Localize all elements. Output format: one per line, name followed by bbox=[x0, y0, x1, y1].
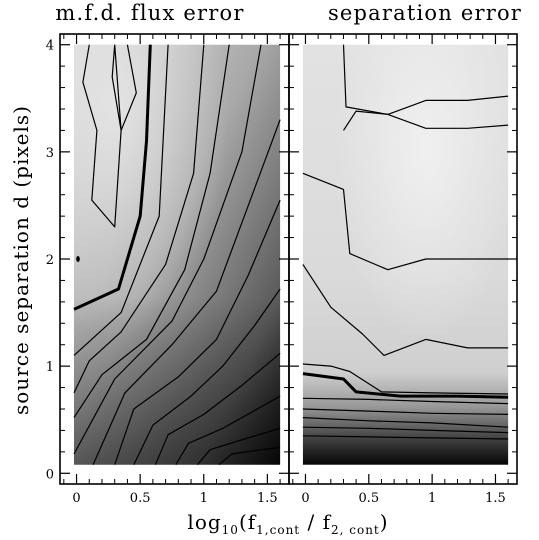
x-ticks-left: 0 0.5 1 1.5 bbox=[63, 34, 281, 506]
heatmap-separation-error bbox=[302, 44, 509, 465]
contour-13 bbox=[196, 427, 281, 466]
contour-8 bbox=[92, 119, 281, 465]
contour-3 bbox=[302, 172, 509, 271]
y-tick-label: 1 bbox=[46, 360, 54, 375]
x-ticks-right: 0 0.5 1 1.5 bbox=[292, 34, 509, 506]
x-label-sub2: 2, cont bbox=[331, 523, 380, 537]
y-ticks-left: 0 1 2 3 4 bbox=[46, 39, 289, 482]
contour-2 bbox=[111, 44, 122, 131]
y-ticks-right bbox=[289, 44, 517, 474]
contour-8 bbox=[302, 408, 509, 415]
contour-1 bbox=[342, 44, 509, 115]
contour-10 bbox=[133, 288, 281, 465]
contour-4 bbox=[302, 264, 509, 356]
x-label-open: (f bbox=[239, 510, 257, 534]
panel-mfd-flux-error: m.f.d. flux error 0 0.5 1 1.5 0 1 2 3 4 bbox=[46, 1, 290, 506]
x-tick-label: 0 bbox=[301, 491, 309, 506]
contour-1 bbox=[82, 44, 137, 228]
x-tick-label: 1.5 bbox=[257, 491, 278, 506]
contour-6 bbox=[73, 44, 230, 418]
contour-7 bbox=[73, 44, 262, 455]
x-label-log: log bbox=[187, 510, 221, 534]
x-tick-label: 0.5 bbox=[130, 491, 151, 506]
contour-9 bbox=[302, 417, 509, 428]
x-tick-label: 0 bbox=[72, 491, 80, 506]
contour-11 bbox=[302, 435, 509, 440]
contour-5 bbox=[73, 44, 205, 394]
y-tick-label: 4 bbox=[46, 39, 54, 54]
contour-7 bbox=[302, 397, 509, 405]
contour-11 bbox=[154, 352, 281, 465]
x-label-close: ) bbox=[380, 510, 389, 534]
x-tick-label: 1 bbox=[428, 491, 436, 506]
heatmap-dark-band bbox=[73, 44, 281, 465]
x-label-base: 10 bbox=[222, 523, 239, 537]
panel-separation-error: separation error 0 0.5 1 1.5 bbox=[288, 1, 522, 506]
contour-5 bbox=[302, 363, 509, 395]
y-axis-label: source separation d (pixels) bbox=[9, 105, 33, 415]
x-tick-label: 1 bbox=[200, 491, 208, 506]
contours-separation-error bbox=[302, 44, 509, 440]
contour-9 bbox=[114, 199, 281, 465]
y-tick-label: 0 bbox=[46, 467, 54, 482]
contour-bold-6 bbox=[302, 372, 509, 399]
x-tick-label: 1.5 bbox=[485, 491, 506, 506]
contour-14 bbox=[218, 447, 281, 466]
contours-mfd-flux-error bbox=[73, 44, 281, 466]
contour-12 bbox=[175, 395, 281, 466]
title-mfd-flux-error: m.f.d. flux error bbox=[55, 1, 244, 25]
x-label-middle: / f bbox=[300, 510, 331, 534]
x-label-sub1: 1,cont bbox=[256, 523, 300, 537]
contour-10 bbox=[302, 426, 509, 434]
x-tick-label: 0.5 bbox=[358, 491, 379, 506]
heatmap-mfd-flux-error bbox=[73, 44, 281, 465]
y-tick-label: 2 bbox=[46, 253, 54, 268]
x-axis-label: log10(f1,cont / f2, cont) bbox=[187, 510, 388, 537]
y-tick-label: 3 bbox=[46, 146, 54, 161]
contour-4 bbox=[73, 44, 169, 356]
contour-bold-3 bbox=[73, 44, 152, 311]
title-separation-error: separation error bbox=[328, 1, 522, 25]
contour-2 bbox=[342, 110, 509, 131]
contour-dot bbox=[76, 256, 80, 262]
